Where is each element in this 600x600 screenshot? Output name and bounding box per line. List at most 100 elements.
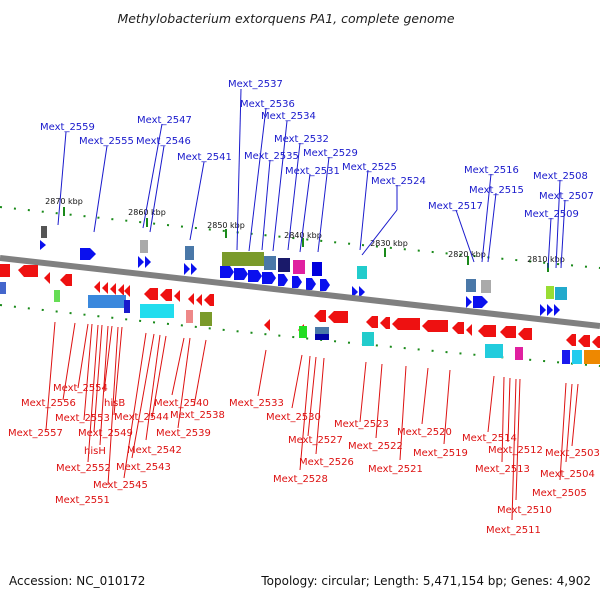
reverse-gene-arrow: [380, 317, 390, 329]
annotation-box: [562, 350, 570, 364]
forward-gene-arrow: [138, 256, 144, 268]
scale-tick-label: 2810 kbp: [527, 255, 565, 264]
leader-line: [272, 120, 288, 252]
reverse-gene-arrow: [328, 311, 348, 323]
reverse-gene-arrow: [174, 290, 180, 302]
leader-line: [501, 376, 505, 463]
gene-label-bottom: Mext_2503: [545, 448, 600, 459]
accession-text: Accession: NC_010172: [9, 574, 145, 588]
reverse-gene-arrow: [452, 322, 464, 334]
reverse-gene-arrow: [578, 335, 590, 347]
leader-line: [560, 199, 566, 269]
annotation-box: [315, 334, 329, 340]
leader-line: [142, 123, 163, 229]
gene-label-bottom: Mext_2551: [55, 495, 110, 506]
forward-gene-arrow: [262, 272, 276, 284]
reverse-gene-arrow: [466, 324, 472, 336]
gene-label-top: Mext_2529: [303, 148, 358, 159]
annotation-box: [357, 266, 367, 279]
annotation-box: [54, 290, 60, 302]
annotation-box: [88, 295, 126, 308]
leader-line: [87, 324, 99, 463]
leader-line: [257, 349, 267, 397]
reverse-gene-arrow: [118, 284, 124, 296]
reverse-gene-arrow: [422, 320, 448, 332]
leader-line: [559, 382, 567, 481]
scale-tick: 2830 kbp: [370, 239, 408, 257]
gene-label-bottom: Mext_2521: [368, 464, 423, 475]
forward-gene-arrow: [359, 286, 365, 298]
leader-line: [189, 161, 205, 241]
leader-line: [421, 367, 429, 425]
scale-tick: 2850 kbp: [207, 221, 245, 238]
leader-line: [299, 355, 311, 471]
reverse-gene-arrow: [392, 318, 420, 330]
gene-label-bottom: Mext_2511: [486, 525, 541, 536]
gene-label-bottom: Mext_2526: [299, 457, 354, 468]
forward-gene-arrow: [466, 296, 472, 308]
forward-gene-arrow: [145, 256, 151, 268]
top-label-leaders: [57, 88, 566, 269]
leader-line: [375, 363, 383, 439]
gene-label-top: Mext_2517: [428, 201, 483, 212]
annotation-box: [41, 226, 47, 238]
gene-label-bottom: hisH: [84, 446, 106, 457]
scale-tick-label: 2820 kbp: [448, 250, 486, 259]
gene-label-top: Mext_2535: [244, 151, 299, 162]
gene-label-top: Mext_2541: [177, 152, 232, 163]
leader-line: [307, 356, 317, 437]
reverse-gene-arrow: [366, 316, 378, 328]
gene-label-bottom: Mext_2543: [116, 462, 171, 473]
reverse-gene-arrow: [478, 325, 496, 337]
gene-label-bottom: Mext_2540: [154, 398, 209, 409]
gene-label-top: Mext_2537: [228, 79, 283, 90]
reverse-gene-arrow: [196, 294, 202, 306]
gene-label-bottom: Mext_2556: [21, 398, 76, 409]
forward-gene-arrow: [191, 263, 197, 275]
annotation-box: [140, 240, 148, 253]
inner-annotation-boxes: [0, 282, 600, 364]
scale-tick-label: 2860 kbp: [128, 208, 166, 217]
leader-line: [177, 337, 191, 429]
annotation-box: [222, 252, 264, 266]
annotation-box: [299, 326, 307, 338]
annotation-box: [555, 287, 567, 300]
leader-line: [511, 378, 517, 521]
genome-backbone: [0, 255, 600, 329]
leader-line: [291, 354, 303, 409]
leader-line: [45, 321, 56, 431]
gene-label-bottom: Mext_2523: [334, 419, 389, 430]
annotation-box: [278, 258, 290, 272]
gene-label-bottom: Mext_2530: [266, 412, 321, 423]
gene-label-top: Mext_2516: [464, 165, 519, 176]
reverse-gene-arrow: [592, 336, 600, 348]
map-title: Methylobacterium extorquens PA1, complet…: [117, 11, 454, 26]
reverse-gene-arrow: [144, 288, 158, 300]
annotation-box: [312, 262, 322, 276]
leader-line: [317, 156, 330, 253]
leader-line: [481, 173, 492, 263]
scale-tick: 2810 kbp: [527, 255, 565, 272]
leader-line: [515, 378, 521, 501]
leader-line: [99, 325, 109, 446]
gene-label-top: Mext_2532: [274, 134, 329, 145]
forward-gene-arrow: [220, 266, 234, 278]
gene-label-bottom: Mext_2545: [93, 480, 148, 491]
forward-gene-arrow: [278, 274, 288, 286]
gene-label-bottom: Mext_2505: [532, 488, 587, 499]
annotation-box: [140, 304, 174, 318]
gene-label-top: Mext_2524: [371, 176, 426, 187]
scale-ticks: 2870 kbp 2860 kbp 2850 kbp 2840 kbp 2830…: [45, 197, 565, 272]
leader-line: [547, 217, 552, 269]
gene-label-bottom: hisB: [104, 398, 125, 409]
gene-label-top: Mext_2531: [285, 166, 340, 177]
leader-line: [507, 377, 511, 443]
gene-label-bottom: Mext_2510: [497, 505, 552, 516]
annotation-box: [572, 350, 582, 364]
forward-gene-arrow: [292, 276, 302, 288]
leader-line: [399, 365, 407, 461]
reverse-gene-arrow: [110, 283, 116, 295]
gene-label-top: Mext_2536: [240, 99, 295, 110]
gene-label-top: Mext_2525: [342, 162, 397, 173]
